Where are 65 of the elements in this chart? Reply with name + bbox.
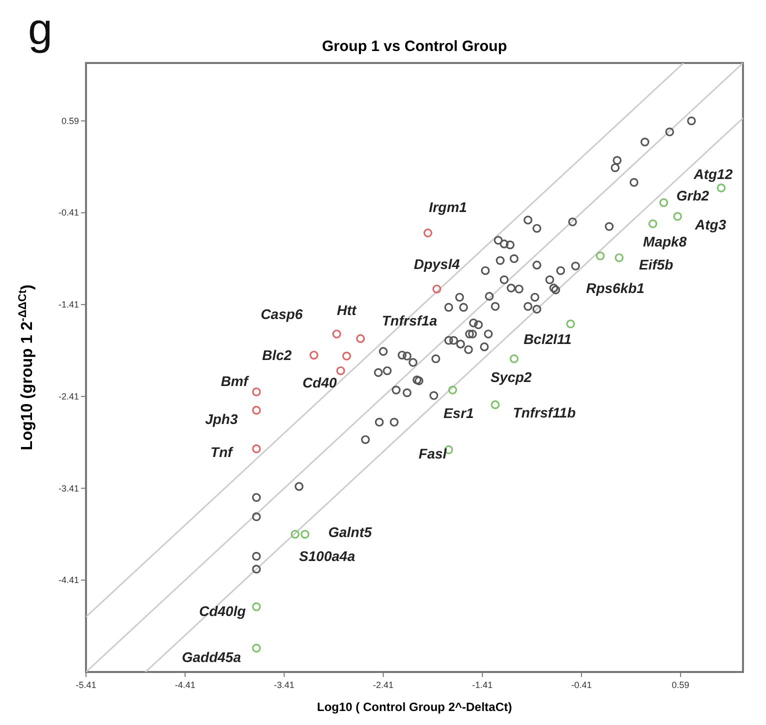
x-axis-title: Log10 ( Control Group 2^-DeltaCt) — [317, 700, 512, 714]
annotation: Jph3 — [205, 411, 238, 428]
x-tick-label: -5.41 — [76, 680, 96, 690]
annotation: Irgm1 — [428, 198, 468, 215]
point — [252, 406, 261, 415]
x-tick-label: -2.41 — [373, 680, 394, 690]
y-tick-label: -0.41 — [58, 208, 79, 218]
annotation: Casp6 — [260, 306, 303, 322]
point — [290, 530, 300, 539]
point — [310, 350, 318, 360]
y-tick-label: -3.41 — [58, 483, 79, 494]
point — [332, 330, 342, 338]
y-tick-label: -2.41 — [58, 391, 79, 402]
point — [356, 334, 365, 343]
point — [566, 319, 575, 328]
point — [614, 253, 624, 262]
annotation: Tnfrsf11b — [512, 404, 576, 421]
x-tick-label: 0.59 — [672, 680, 690, 690]
point — [673, 212, 682, 221]
point — [336, 366, 346, 376]
y-tick-label: -4.41 — [58, 575, 79, 586]
annotation: Sycp2 — [490, 368, 532, 385]
point — [252, 644, 261, 653]
annotation: Bcl2l11 — [524, 330, 572, 347]
point — [659, 198, 668, 208]
point — [432, 284, 442, 294]
annotation: Tnf — [210, 444, 234, 460]
point — [342, 352, 352, 360]
annotation: Gadd45a — [182, 649, 242, 666]
y-tick-label: 0.59 — [61, 116, 79, 126]
point — [596, 251, 605, 260]
annotation: Rps6kb1 — [586, 280, 645, 296]
point — [490, 400, 500, 410]
point — [252, 602, 261, 612]
annotation: S100a4a — [299, 548, 356, 564]
point — [448, 386, 458, 394]
annotation: Cd40 — [302, 374, 338, 391]
x-tick-label: -3.41 — [274, 680, 294, 690]
annotation: Grb2 — [676, 188, 710, 204]
point — [252, 444, 261, 454]
text: g — [28, 5, 52, 54]
annotation: Esr1 — [443, 405, 474, 422]
x-tick-label: -4.41 — [174, 680, 196, 690]
annotation: Blc2 — [262, 347, 292, 364]
annotation: Eif5b — [639, 256, 674, 273]
point — [510, 354, 518, 364]
annotation: Atg3 — [694, 216, 726, 232]
y-tick-label: -1.41 — [58, 300, 79, 310]
annotation: Dpysl4 — [414, 256, 460, 272]
chart-title: Group 1 vs Control Group — [322, 38, 508, 55]
annotation: Mapk8 — [643, 234, 687, 250]
point — [252, 387, 261, 396]
annotation: Galnt5 — [328, 524, 372, 540]
x-tick-label: -1.41 — [472, 680, 493, 690]
point — [300, 530, 310, 539]
annotation: Htt — [336, 302, 358, 318]
point — [648, 219, 658, 228]
annotation: Bmf — [220, 372, 250, 389]
point — [716, 184, 726, 192]
annotation: Atg12 — [692, 166, 733, 182]
annotation: Cd40lg — [199, 602, 246, 619]
point — [423, 228, 432, 238]
annotation: Tnfrsf1a — [382, 312, 438, 329]
x-tick-label: -0.41 — [571, 680, 592, 690]
annotation: Fasl — [418, 446, 448, 462]
